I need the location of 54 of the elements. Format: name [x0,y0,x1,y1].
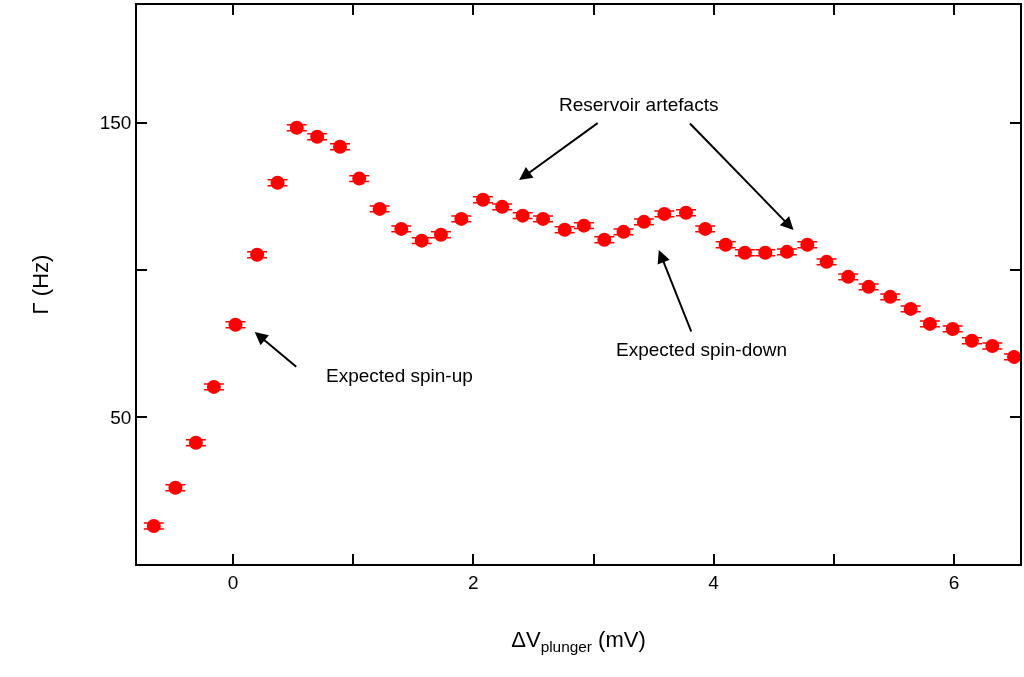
point [515,208,530,223]
point [289,120,304,135]
point [536,211,551,226]
point [861,279,876,294]
x-axis-title: ΔV$_{plunger}$ (mV) [511,626,646,655]
point [188,435,203,450]
y-tick-label: 150 [99,112,132,134]
point [758,245,773,260]
point [698,221,713,236]
x-tick-label: 6 [948,571,960,593]
point [454,211,469,226]
point [414,233,429,248]
point [206,379,221,394]
point [597,232,612,247]
point [270,175,285,190]
point [333,139,348,154]
point [922,316,937,331]
point [903,301,918,316]
point [557,222,572,237]
point [883,289,898,304]
point [636,214,651,229]
point [779,244,794,259]
point [250,247,265,262]
point [228,317,243,332]
point [310,129,325,144]
point [657,206,672,221]
point [495,199,510,214]
point [168,480,183,495]
point [800,237,815,252]
point [616,224,631,239]
point [1007,349,1020,364]
point [819,254,834,269]
annotation: Expected spin-up [326,365,473,386]
point [372,201,387,216]
point [352,171,367,186]
point [945,321,960,336]
point [964,333,979,348]
point [146,519,161,534]
point [394,221,409,236]
annotation: Expected spin-down [616,339,788,360]
point [841,269,856,284]
x-tick-label: 2 [468,571,479,593]
point [985,338,1000,353]
y-axis-title: Γ (Hz) [28,254,54,315]
y-tick-label: 50 [110,406,132,428]
x-tick-label: 0 [227,571,239,593]
point [718,237,733,252]
point [476,192,490,207]
point [576,218,591,233]
point [737,245,752,260]
annotation: Reservoir artefacts [559,94,719,115]
x-tick-label: 4 [708,571,720,593]
point [433,227,448,242]
point [679,205,694,220]
